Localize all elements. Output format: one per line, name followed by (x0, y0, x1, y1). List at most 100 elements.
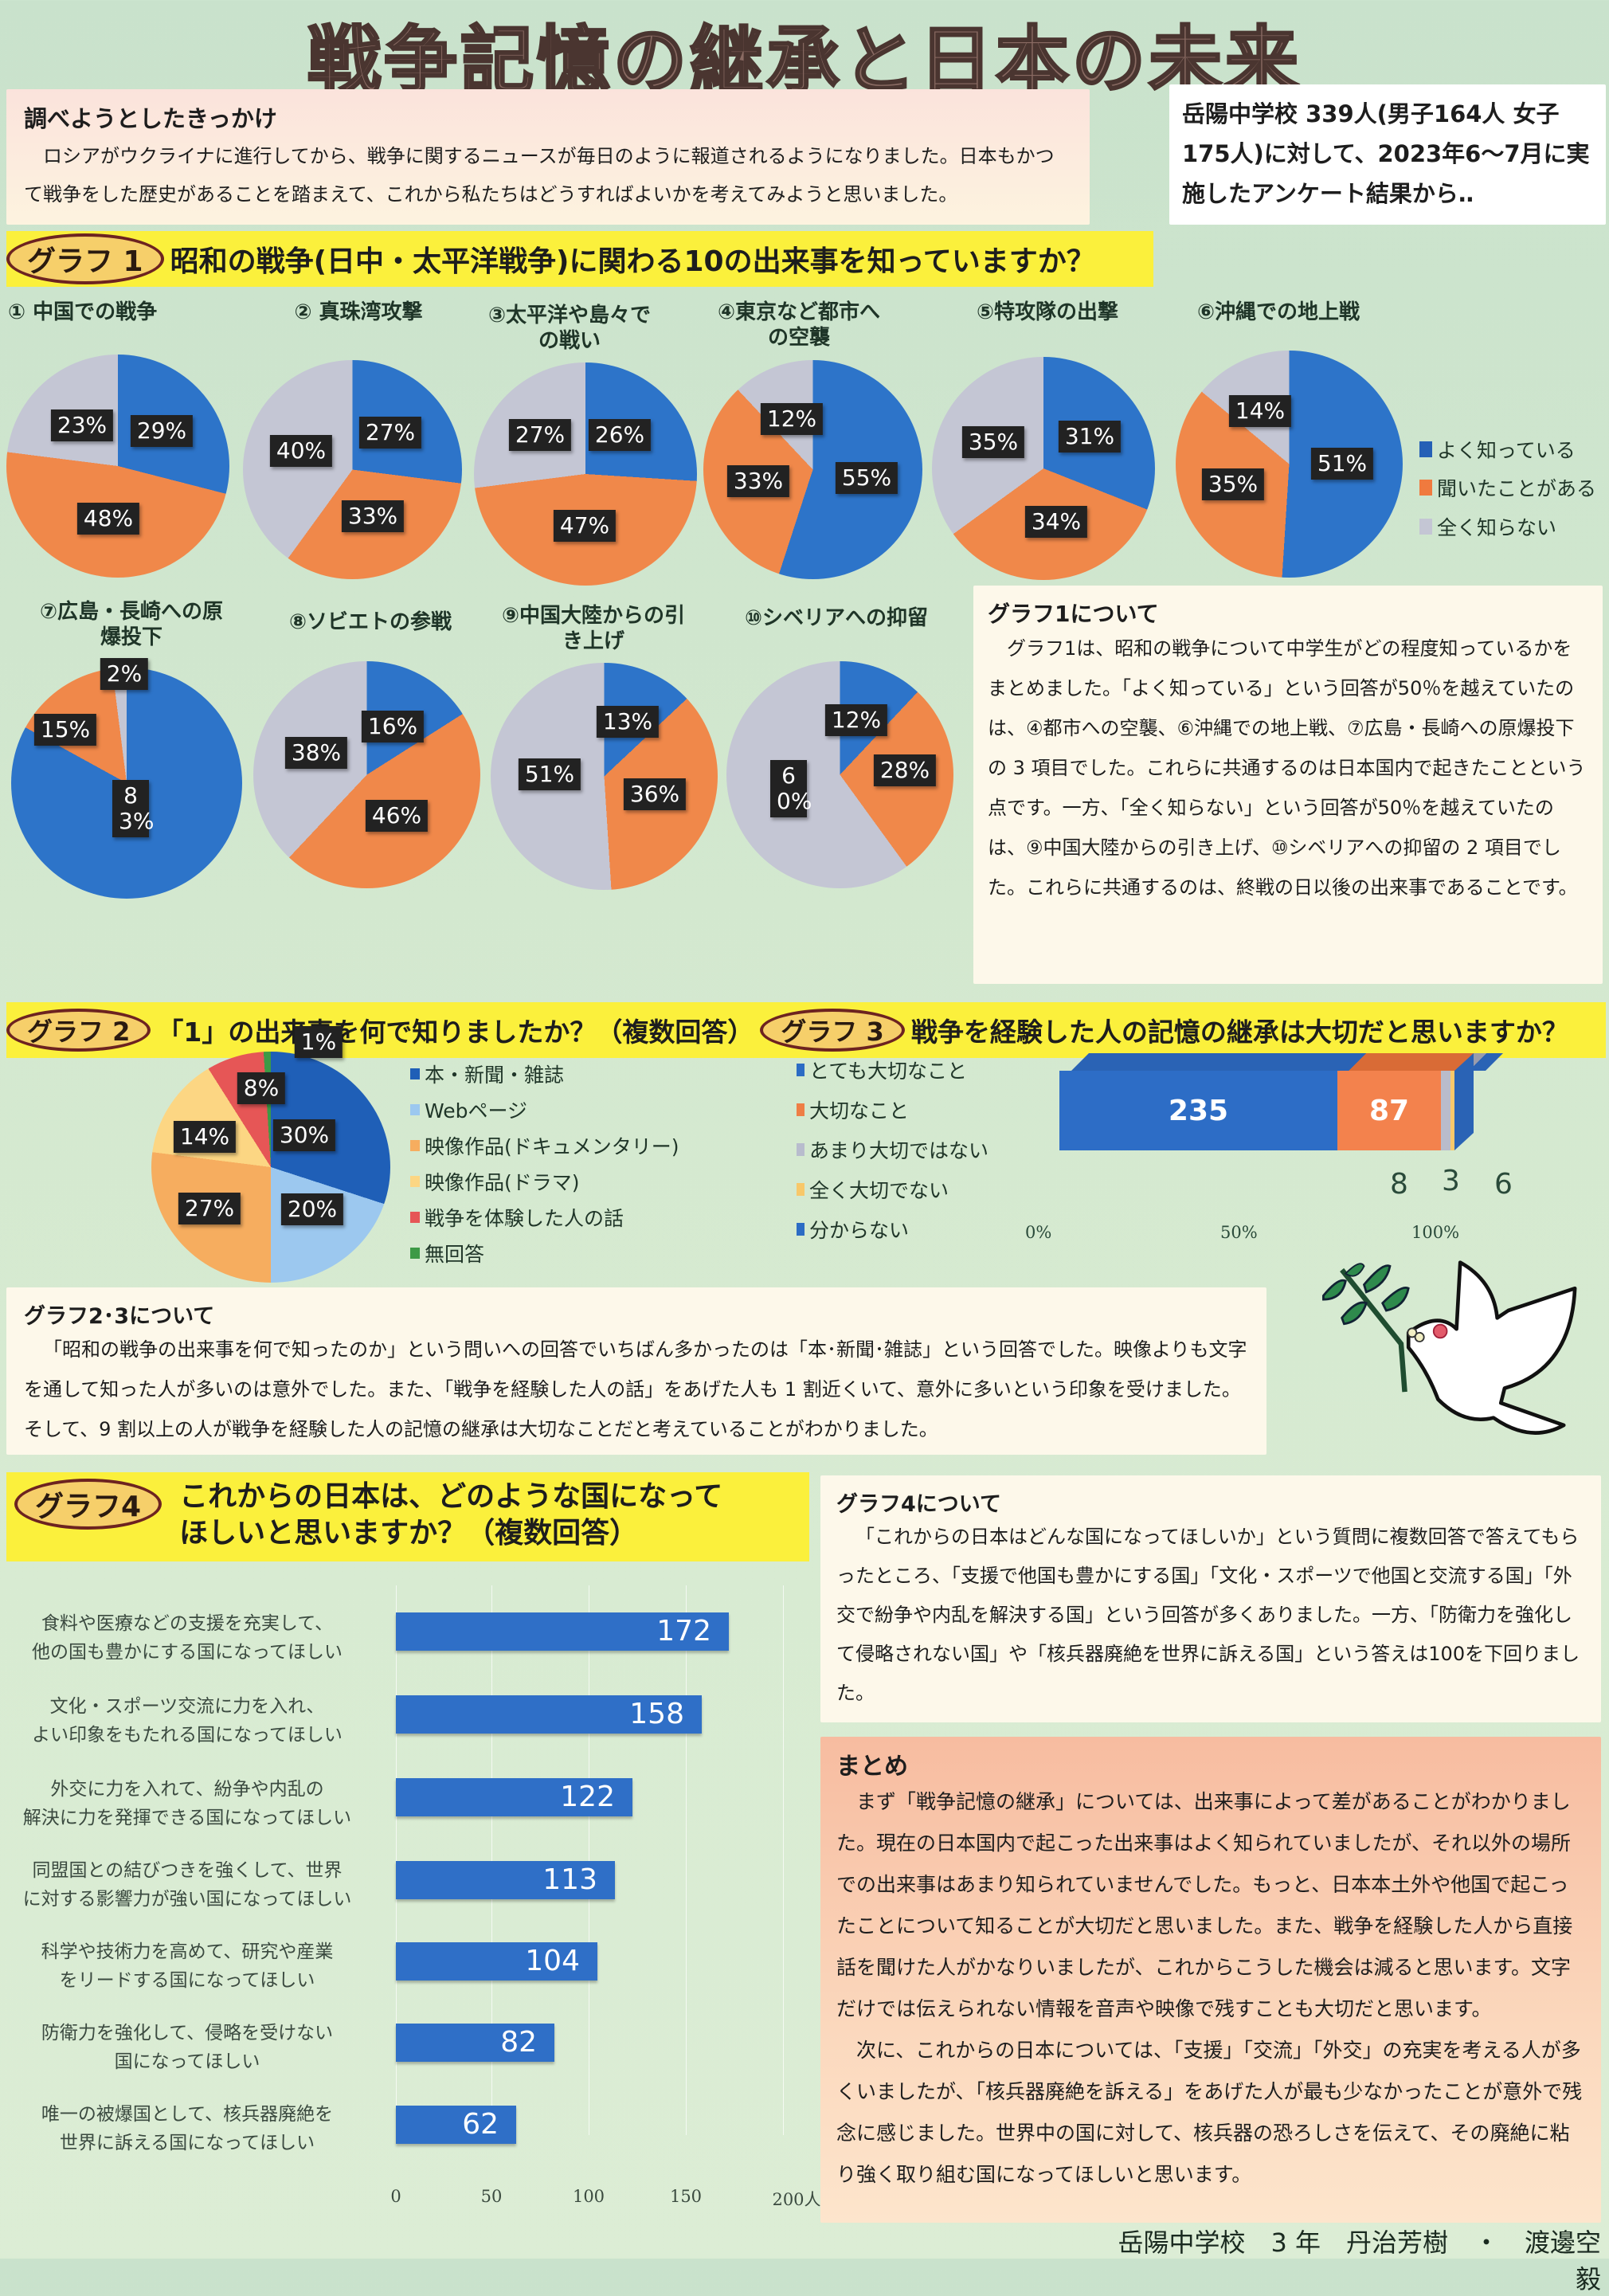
authors-footer: 岳陽中学校 3 年 丹治芳樹 ・ 渡邊空毅 (1118, 2227, 1601, 2294)
pie8-label-known: 16% (361, 711, 425, 742)
graph1-badge: グラフ 1 (6, 233, 164, 284)
pie9-label-heard: 36% (623, 778, 687, 810)
label-line: 食料や医療などの支援を充実して、 (41, 1613, 334, 1634)
graph2-legend-books: 本・新聞・雑誌 (410, 1060, 564, 1088)
graph3-small-label-2: 3 (1442, 1165, 1460, 1197)
legend-swatch-orange (1419, 480, 1432, 496)
graph2-label-documentary: 27% (178, 1193, 241, 1224)
label-line: よい印象をもたれる国になってほしい (32, 1725, 343, 1746)
survey-info-panel: 岳陽中学校 339人(男子164人 女子175人)に対して、2023年6～7月に… (1169, 84, 1606, 225)
pie6-label-unknown: 14% (1228, 395, 1292, 427)
label-line: 防衛力を強化して、侵略を受けない (41, 2023, 334, 2043)
graph3-legend-not-important: 全く大切でない (797, 1175, 949, 1204)
graph3-seg-not-very (1441, 1071, 1450, 1150)
label-line: 解決に力を発揮できる国になってほしい (22, 1808, 352, 1828)
graph4-label-7: 唯一の被爆国として、核兵器廃絶を 世界に訴える国になってほしい (20, 2100, 354, 2157)
label-line: に対する影響力が強い国になってほしい (22, 1889, 352, 1910)
pie2-label-unknown: 40% (269, 435, 333, 467)
legend-swatch (410, 1068, 420, 1079)
pie3-label-unknown: 27% (508, 419, 572, 451)
legend-swatch-gray (1419, 519, 1432, 535)
graph3-bar-top (1071, 1053, 1503, 1071)
label-line: 文化・スポーツ交流に力を入れ、 (49, 1696, 325, 1717)
legend-label: 本・新聞・雑誌 (425, 1064, 565, 1087)
legend-label: あまり大切ではない (809, 1139, 989, 1162)
pie5-label-unknown: 35% (961, 426, 1025, 458)
graph2-badge: グラフ 2 (6, 1009, 151, 1052)
legend-swatch (797, 1064, 804, 1076)
pie3-label-heard: 47% (553, 510, 617, 542)
pie5-label-heard: 34% (1024, 506, 1088, 538)
graph3-stacked-bar: 235 87 (1059, 1071, 1474, 1150)
graph4-label-6: 防衛力を強化して、侵略を受けない 国になってほしい (20, 2019, 354, 2076)
pie10-label-unknown: 60% (770, 760, 812, 817)
graph3-bar-side (1454, 1053, 1474, 1150)
graph23-note-heading: グラフ2･3について (24, 1304, 215, 1329)
graph3-legend-not-very-important: あまり大切ではない (797, 1135, 988, 1164)
peace-dove-icon (1322, 1260, 1577, 1435)
graph4-label-5: 科学や技術力を高めて、研究や産業 をリードする国になってほしい (20, 1937, 354, 1995)
pie3-label-known: 26% (588, 419, 652, 451)
legend-unknown: 全く知らない (1419, 512, 1556, 541)
label-line: 唯一の被爆国として、核兵器廃絶を (41, 2104, 334, 2125)
graph4-bar-7: 62 (396, 2106, 516, 2144)
pie1-title: ① 中国での戦争 (8, 300, 158, 324)
legend-swatch (410, 1248, 420, 1259)
graph3-small-label-3: 6 (1494, 1168, 1513, 1201)
graph4-tick-0: 0 (390, 2187, 401, 2206)
legend-swatch (797, 1183, 804, 1196)
graph2-label-survivor-story: 8% (237, 1072, 286, 1104)
graph2-label-books: 30% (272, 1119, 336, 1151)
pie6-title: ⑥沖縄での地上戦 (1196, 300, 1360, 324)
pie9-label-known: 13% (596, 706, 660, 738)
pie10-title: ⑩シベリアへの抑留 (744, 606, 928, 630)
legend-label: 大切なこと (809, 1099, 910, 1123)
intro-heading: 調べようとしたきっかけ (24, 105, 277, 132)
pie4-label-known: 55% (835, 462, 898, 494)
graph4-badge: グラフ4 (14, 1479, 162, 1530)
graph3-seg-not-at-all (1450, 1071, 1454, 1150)
legend-label: 全く知らない (1437, 516, 1557, 539)
pie2-title: ② 真珠湾攻撃 (294, 300, 423, 324)
graph2-label-no-answer: 1% (294, 1026, 343, 1058)
graph4-bar-4: 113 (396, 1861, 615, 1899)
graph4-gridline-0 (396, 1585, 397, 2135)
graph4-gridline-150 (686, 1585, 687, 2135)
intro-panel: 調べようとしたきっかけ ロシアがウクライナに進行してから、戦争に関するニュースが… (6, 89, 1090, 225)
graph3-axis-100: 100% (1411, 1223, 1460, 1242)
pie10-label-known: 12% (824, 704, 888, 736)
graph4-label-2: 文化・スポーツ交流に力を入れ、 よい印象をもたれる国になってほしい (20, 1692, 354, 1749)
pie7-label-heard: 15% (33, 714, 97, 746)
pie1-chart (6, 355, 229, 578)
legend-swatch (410, 1176, 420, 1187)
pie6-label-known: 51% (1310, 448, 1374, 480)
pie1-label-heard: 48% (76, 503, 140, 535)
graph1-note-heading: グラフ1について (988, 601, 1159, 627)
graph3-small-label-1: 8 (1390, 1168, 1408, 1201)
graph1-note-body: グラフ1は、昭和の戦争について中学生がどの程度知っているかをまとめました。「よく… (988, 637, 1586, 899)
graph4-tick-150: 150 (669, 2187, 703, 2206)
graph4-bar-2: 158 (396, 1695, 702, 1734)
graph2-legend-survivor-story: 戦争を体験した人の話 (410, 1203, 624, 1232)
graph3-badge: グラフ 3 (760, 1009, 905, 1052)
graph4-banner: グラフ4 これからの日本は、どのような国になって ほしいと思いますか？（複数回答… (6, 1472, 809, 1561)
pie4-label-heard: 33% (726, 465, 790, 497)
graph4-question: これからの日本は、どのような国になって ほしいと思いますか？（複数回答） (179, 1479, 722, 1552)
graph4-gridline-200 (783, 1585, 784, 2135)
pie7-label-known: 83% (112, 780, 154, 837)
graph4-gridline-50 (491, 1585, 492, 2135)
summary-para2: 次に、これからの日本については、「支援」「交流」「外交」の充実を考える人が多くい… (836, 2039, 1583, 2186)
pie5-title: ⑤特攻隊の出撃 (976, 300, 1118, 324)
graph1-banner: グラフ 1 昭和の戦争(日中・太平洋戦争)に関わる10の出来事を知っていますか？ (6, 231, 1153, 287)
legend-label: Webページ (425, 1099, 528, 1123)
graph23-note-body: 「昭和の戦争の出来事を何で知ったのか」という問いへの回答でいちばん多かったのは「… (24, 1338, 1247, 1440)
legend-swatch (410, 1212, 420, 1223)
pie1-label-unknown: 23% (50, 409, 114, 441)
pie2-label-known: 27% (358, 417, 422, 449)
graph3-axis-50: 50% (1220, 1223, 1258, 1242)
graph4-bar-6: 82 (396, 2024, 554, 2062)
pie4-label-unknown: 12% (760, 403, 824, 435)
pie8-label-heard: 46% (365, 800, 429, 832)
pie6-label-heard: 35% (1201, 468, 1265, 500)
pie2-label-heard: 33% (341, 500, 405, 532)
